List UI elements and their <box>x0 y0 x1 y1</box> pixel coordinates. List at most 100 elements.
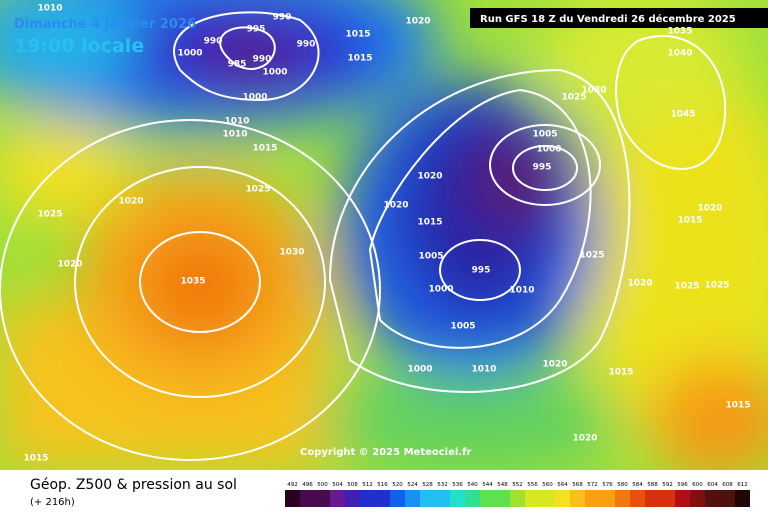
isobar-label: 1015 <box>608 368 633 378</box>
legend-swatch <box>315 490 330 507</box>
legend-label: 552 <box>512 482 523 488</box>
legend-swatch <box>540 490 555 507</box>
isobar-label: 990 <box>204 37 223 47</box>
legend-swatch <box>495 490 510 507</box>
legend-label: 596 <box>677 482 688 488</box>
legend-label: 520 <box>392 482 403 488</box>
legend-label: 556 <box>527 482 538 488</box>
legend-swatch <box>465 490 480 507</box>
legend-label: 492 <box>287 482 298 488</box>
isobar-label: 1035 <box>180 277 205 287</box>
isobar-label: 995 <box>247 25 266 35</box>
legend-swatch <box>735 490 750 507</box>
legend-label: 548 <box>497 482 508 488</box>
isobar-label: 1020 <box>57 260 82 270</box>
isobar-label: 1030 <box>581 86 606 96</box>
isobar-label: 1000 <box>407 365 432 375</box>
legend-label: 592 <box>662 482 673 488</box>
isobar-label: 1015 <box>345 30 370 40</box>
isobar-label: 1010 <box>224 117 249 127</box>
legend-label: 564 <box>557 482 568 488</box>
isobar-label: 1035 <box>667 27 692 37</box>
isobar-label: 1025 <box>704 281 729 291</box>
legend-label: 504 <box>332 482 343 488</box>
legend-label: 500 <box>317 482 328 488</box>
isobar-label: 1020 <box>383 201 408 211</box>
isobar-label: 1010 <box>222 130 247 140</box>
legend-swatch <box>525 490 540 507</box>
legend-label: 584 <box>632 482 643 488</box>
isobar-label: 1010 <box>37 4 62 14</box>
isobar-label: 1020 <box>542 360 567 370</box>
legend-label: 600 <box>692 482 703 488</box>
legend-label: 516 <box>377 482 388 488</box>
isobar-label: 1000 <box>177 49 202 59</box>
legend-swatch <box>645 490 660 507</box>
isobar-label: 1010 <box>471 365 496 375</box>
legend-swatch <box>720 490 735 507</box>
isobar-label: 995 <box>533 163 552 173</box>
legend-label: 576 <box>602 482 613 488</box>
isobar-label: 1015 <box>23 454 48 464</box>
isobar-label: 1025 <box>245 185 270 195</box>
isobar-label: 1025 <box>579 251 604 261</box>
legend-swatch <box>285 490 300 507</box>
legend-swatch <box>375 490 390 507</box>
legend-label: 572 <box>587 482 598 488</box>
legend-swatch <box>600 490 615 507</box>
legend-swatch <box>435 490 450 507</box>
legend-label: 544 <box>482 482 493 488</box>
legend-swatch <box>705 490 720 507</box>
legend-swatch <box>360 490 375 507</box>
legend-swatch <box>345 490 360 507</box>
legend-swatch <box>420 490 435 507</box>
legend-label: 612 <box>737 482 748 488</box>
isobar-label: 1045 <box>670 110 695 120</box>
legend-label: 512 <box>362 482 373 488</box>
legend-label: 540 <box>467 482 478 488</box>
copyright: Copyright © 2025 Meteociel.fr <box>300 447 471 458</box>
isobar-label: 1020 <box>405 17 430 27</box>
lead-time: (+ 216h) <box>30 497 75 508</box>
isobar-label: 1015 <box>677 216 702 226</box>
isobar-label: 1000 <box>428 285 453 295</box>
isobar-label: 1030 <box>279 248 304 258</box>
isobar-label: 1020 <box>697 204 722 214</box>
legend-label: 508 <box>347 482 358 488</box>
legend: 492 496 500 504 508 512 516 520 524 528 532 536 540 5… <box>285 482 750 507</box>
legend-label: 604 <box>707 482 718 488</box>
legend-swatch <box>585 490 600 507</box>
legend-swatch <box>660 490 675 507</box>
legend-label: 532 <box>437 482 448 488</box>
isobar-label: 1010 <box>509 286 534 296</box>
run-info: Run GFS 18 Z du Vendredi 26 décembre 202… <box>480 13 736 25</box>
legend-label: 536 <box>452 482 463 488</box>
isobar-label: 1020 <box>627 279 652 289</box>
isobar-label: 990 <box>297 40 316 50</box>
legend-swatch <box>300 490 315 507</box>
legend-label: 568 <box>572 482 583 488</box>
legend-label: 580 <box>617 482 628 488</box>
legend-swatch <box>510 490 525 507</box>
isobar-label: 1015 <box>252 144 277 154</box>
isobar-label: 1000 <box>262 68 287 78</box>
isobar-label: 1020 <box>118 197 143 207</box>
date: Dimanche 4 janvier 2026 <box>14 17 196 32</box>
legend-swatch <box>450 490 465 507</box>
isobar-label: 1015 <box>347 54 372 64</box>
isobar-label: 1025 <box>561 93 586 103</box>
legend-swatch <box>570 490 585 507</box>
isobar-label: 990 <box>253 55 272 65</box>
legend-label: 524 <box>407 482 418 488</box>
legend-label: 560 <box>542 482 553 488</box>
legend-swatch <box>330 490 345 507</box>
isobar-label: 1005 <box>450 322 475 332</box>
legend-swatch <box>690 490 705 507</box>
isobar-label: 1005 <box>418 252 443 262</box>
isobar-label: 1040 <box>667 49 692 59</box>
isobar-label: 1015 <box>417 218 442 228</box>
isobar-label: 995 <box>472 266 491 276</box>
isobar-label: 1000 <box>242 93 267 103</box>
